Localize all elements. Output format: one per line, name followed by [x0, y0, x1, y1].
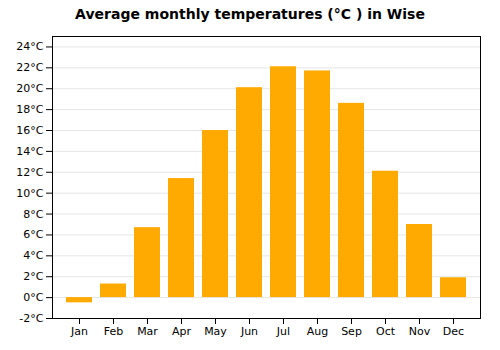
svg-text:Mar: Mar: [137, 325, 158, 338]
svg-text:0°C: 0°C: [23, 291, 43, 304]
svg-text:24°C: 24°C: [16, 40, 43, 53]
svg-text:4°C: 4°C: [23, 249, 43, 262]
svg-text:Jun: Jun: [240, 325, 258, 338]
svg-text:14°C: 14°C: [16, 145, 43, 158]
svg-text:6°C: 6°C: [23, 228, 43, 241]
svg-text:Jan: Jan: [70, 325, 88, 338]
svg-text:12°C: 12°C: [16, 166, 43, 179]
svg-text:May: May: [204, 325, 227, 338]
svg-text:Nov: Nov: [409, 325, 431, 338]
svg-text:18°C: 18°C: [16, 103, 43, 116]
svg-text:22°C: 22°C: [16, 61, 43, 74]
svg-text:16°C: 16°C: [16, 124, 43, 137]
svg-text:20°C: 20°C: [16, 82, 43, 95]
svg-text:Feb: Feb: [104, 325, 123, 338]
svg-text:Dec: Dec: [443, 325, 464, 338]
svg-text:Jul: Jul: [276, 325, 290, 338]
svg-text:8°C: 8°C: [23, 208, 43, 221]
svg-text:Sep: Sep: [341, 325, 362, 338]
html-text:Average monthly temperatures (: Average monthly temperatures (°C ) in Wi…: [75, 6, 425, 22]
svg-text:2°C: 2°C: [23, 270, 43, 283]
svg-text:-2°C: -2°C: [19, 312, 43, 325]
svg-text:10°C: 10°C: [16, 187, 43, 200]
svg-text:Aug: Aug: [307, 325, 328, 338]
svg-text:Oct: Oct: [376, 325, 396, 338]
svg-text:Apr: Apr: [172, 325, 192, 338]
